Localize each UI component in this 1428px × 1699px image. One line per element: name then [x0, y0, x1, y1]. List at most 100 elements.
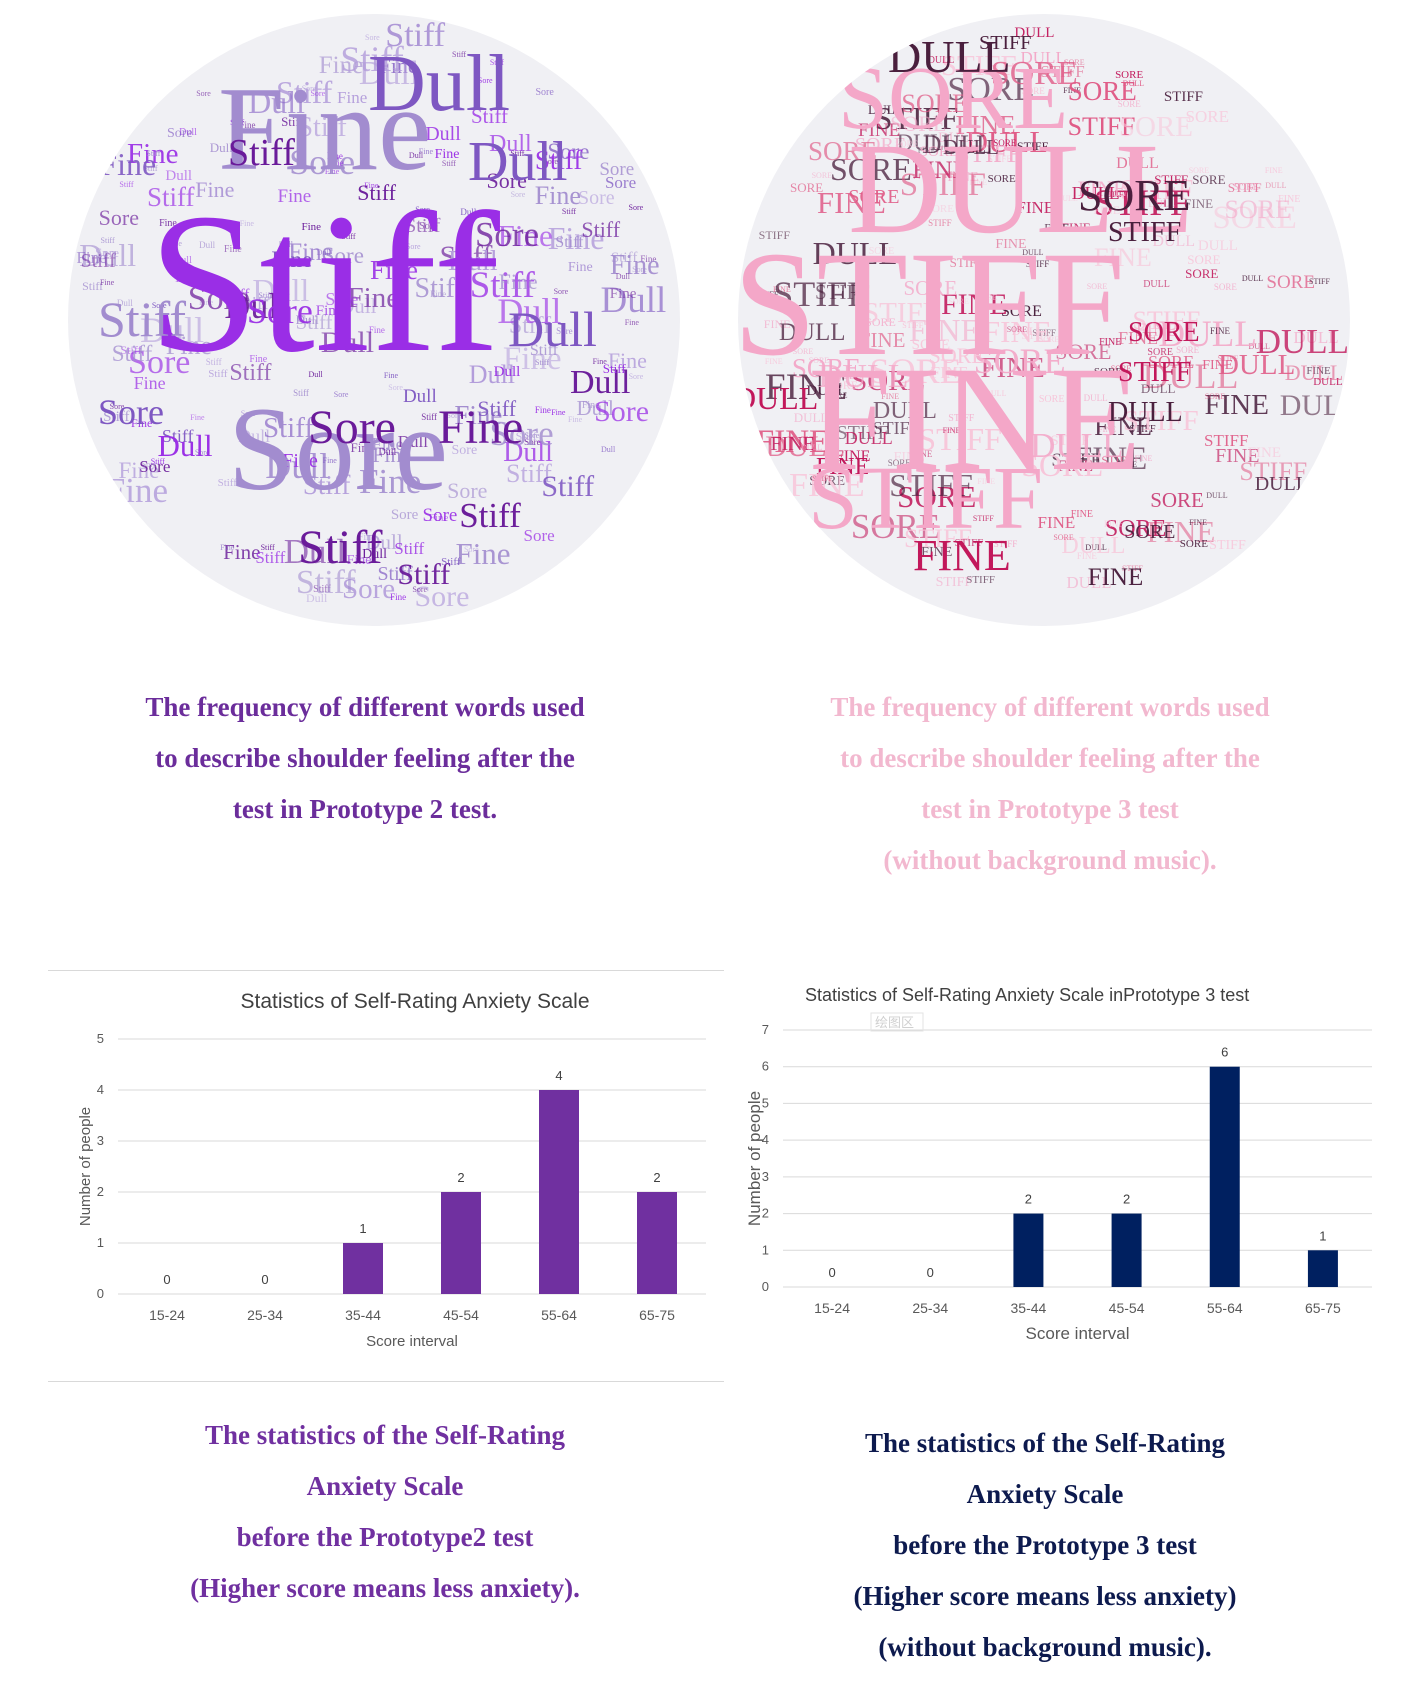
cloud-word: Sore [325, 288, 359, 309]
data-label: 2 [1123, 1192, 1130, 1207]
cloud-word: SORE [1213, 282, 1237, 293]
cloud-word: DULL [1158, 314, 1257, 356]
cloud-word: STIFF [1129, 424, 1156, 436]
data-label: 1 [1319, 1228, 1326, 1243]
cloud-word: Stiff [147, 182, 195, 213]
cloud-word: SORE [808, 355, 830, 365]
cloud-word: FINE [1184, 196, 1214, 212]
cloud-word: Sore [412, 585, 428, 595]
x-tick-label: 35-44 [345, 1307, 381, 1323]
cloud-word: Stiff [205, 356, 222, 367]
cloud-word: Sore [139, 456, 171, 476]
data-label: 6 [1221, 1045, 1228, 1060]
data-label: 0 [828, 1265, 835, 1280]
bar [1111, 1213, 1142, 1287]
cloud-word: Fine [581, 400, 600, 412]
data-label: 2 [457, 1170, 464, 1185]
cloud-word: DULL [1142, 356, 1239, 397]
cloud-word: SORE [827, 390, 848, 400]
cloud-word: DULL [985, 389, 1007, 399]
cloud-word: Fine [322, 456, 337, 466]
cloud-word: SORE [925, 202, 954, 215]
cloud-word: FINE [763, 317, 791, 332]
cloud-word: Stiff [161, 426, 194, 447]
cloud-word: Dull [295, 312, 319, 328]
x-tick-label: 65-75 [639, 1307, 675, 1323]
cloud-word: Dull [365, 530, 403, 555]
cloud-word: FINE [834, 448, 871, 466]
cloud-word: Fine [239, 219, 254, 229]
cloud-word: Dull [252, 272, 310, 309]
cloud-word: FINE [1057, 457, 1093, 475]
cloud-word: FINE [1076, 550, 1097, 561]
cloud-word: Stiff [229, 360, 272, 387]
cloud-word: Stiff [477, 396, 517, 422]
cloud-word: Stiff [217, 476, 237, 489]
cloud-word: Fine [198, 298, 214, 308]
cloud-word: Dull [140, 309, 205, 350]
cloud-word: Dull [497, 290, 562, 331]
cloud-word: Sore [333, 390, 349, 400]
cloud-word: Sore [390, 506, 419, 523]
cloud-word: DULL [778, 318, 846, 346]
cloud-word: SORE [1148, 352, 1195, 373]
cloud-word: FINE [1094, 411, 1152, 441]
x-tick-label: 15-24 [149, 1307, 185, 1323]
cloud-word: Sore [415, 205, 430, 215]
cloud-word: Sore [556, 326, 573, 337]
cloud-word: FINE [1093, 202, 1121, 217]
cloud-word: Stiff [208, 367, 228, 380]
cloud-word: Stiff [80, 249, 116, 272]
cloud-word: Fine [607, 348, 647, 374]
cloud-word: STIFF [899, 166, 986, 203]
cloud-word: SORE [948, 296, 969, 306]
y-tick-label: 4 [762, 1132, 769, 1147]
cloud-word: Fine [220, 543, 235, 552]
cloud-word-large: Sore [308, 401, 396, 454]
cloud-word: Dull [238, 426, 271, 447]
cloud-word: FINE [944, 169, 965, 180]
cloud-word: Dull [503, 437, 553, 469]
cloud-word: Fine [76, 247, 107, 267]
cloud-word: Stiff [120, 342, 142, 357]
cloud-word: SORE [854, 134, 907, 157]
cloud-word: DULL [1217, 349, 1296, 382]
cloud-word: Stiff [534, 145, 583, 176]
cloud-word: Stiff [150, 457, 165, 467]
cloud-word: DULL [1116, 155, 1159, 173]
cloud-word: SORE [1204, 392, 1226, 402]
cloud-word: STIFF [948, 413, 975, 425]
bar [1307, 1250, 1338, 1287]
cloud-word: Sore [524, 437, 541, 448]
data-label: 4 [555, 1068, 562, 1083]
cloud-word: Stiff [281, 113, 304, 129]
x-tick-label: 15-24 [814, 1300, 850, 1316]
cloud-word: Dull [615, 272, 630, 282]
cloud-word: Stiff [510, 149, 525, 159]
cloud-word: Sore [628, 371, 644, 381]
cloud-word-large: Stiff [298, 521, 383, 574]
caption-line: to describe shoulder feeling after the [155, 743, 575, 773]
cloud-word: DULL [1313, 376, 1343, 389]
cloud-word: DULL [1020, 48, 1066, 68]
cloud-word: Stiff [255, 547, 286, 567]
cloud-word: DULL [1056, 194, 1078, 204]
cloud-word: SORE [1187, 251, 1221, 267]
cloud-word: SORE [1115, 69, 1144, 82]
cloud-word: Fine [200, 277, 215, 287]
cloud-word: Dull [209, 139, 233, 155]
cloud-word: DULL [800, 443, 823, 453]
cloud-word: SORE [911, 336, 950, 353]
cloud-word: FINE [772, 284, 791, 294]
cloud-word: Dull [306, 590, 328, 605]
cloud-word: DULL [834, 371, 862, 383]
cloud-word: STIFF [903, 523, 972, 553]
cloud-word: SORE [848, 185, 900, 208]
cloud-word: SORE [890, 111, 947, 137]
cloud-word: SORE [901, 88, 968, 118]
cloud-word-large: FINE [913, 531, 1011, 580]
cloud-word: Sore [246, 291, 313, 332]
caption-line: The statistics of the Self-Rating [205, 1420, 565, 1450]
cloud-word: Sore [310, 88, 326, 98]
cloud-word: Sore [632, 265, 647, 274]
